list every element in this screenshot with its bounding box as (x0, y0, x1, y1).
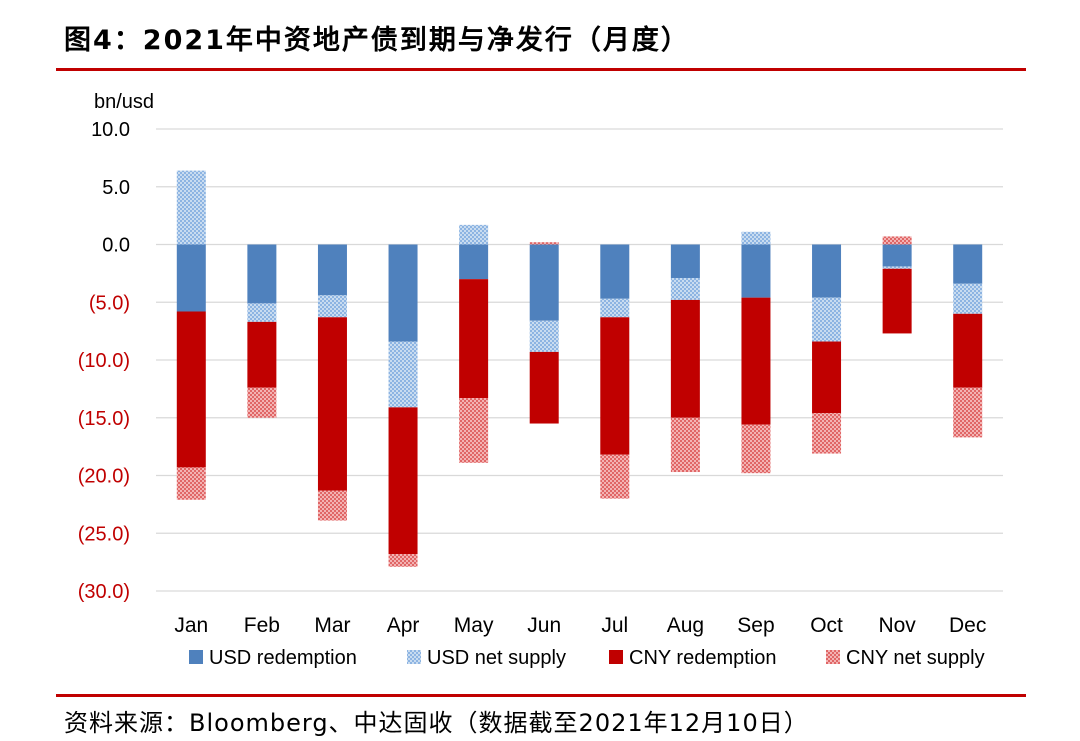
y-tick-label: (5.0) (89, 292, 130, 314)
bar-segment-usd-redemption (882, 244, 912, 267)
gridlines (156, 128, 1003, 592)
bar-segment-cny-net-supply (600, 454, 630, 499)
legend-item: USD net supply (407, 647, 566, 669)
bar-segment-cny-net-supply (812, 413, 842, 454)
legend-label: USD net supply (427, 647, 566, 669)
bar-segment-usd-net-supply (600, 298, 630, 318)
x-tick-label: Dec (949, 614, 986, 637)
x-tick-label: Sep (737, 614, 774, 637)
bar-segment-usd-redemption (388, 244, 418, 342)
legend: USD redemption USD net supply CNY redempti… (189, 647, 985, 669)
stacked-bar-chart: bn/usd 10.0 5.0 0.0 (5.0) (10.0) (15.0) (20.0)… (78, 91, 1003, 669)
bar-segment-cny-net-supply (459, 398, 489, 463)
bar-segment-cny-redemption (459, 279, 489, 399)
bar-segment-cny-redemption (176, 311, 206, 468)
y-tick-label: 0.0 (102, 235, 130, 257)
x-tick-label: Aug (667, 614, 704, 637)
bar-segment-cny-net-supply (247, 387, 277, 418)
bar-segment-usd-redemption (176, 244, 206, 312)
legend-swatch (826, 650, 840, 664)
legend-swatch (189, 650, 203, 664)
bar-segment-usd-redemption (459, 244, 489, 280)
bar-segment-usd-redemption (247, 244, 277, 304)
chart-title: 图4：2021年中资地产债到期与净发行（月度） (64, 25, 690, 56)
x-tick-label: May (454, 614, 494, 637)
bar-segment-cny-redemption (812, 341, 842, 414)
bars (176, 170, 983, 567)
legend-label: USD redemption (209, 647, 357, 669)
legend-item: CNY redemption (609, 647, 776, 669)
bar-segment-usd-net-supply (388, 341, 418, 408)
legend-label: CNY redemption (629, 647, 776, 669)
y-tick-label: (15.0) (78, 408, 130, 430)
x-tick-label: Jul (601, 614, 628, 637)
bar-segment-cny-redemption (247, 321, 277, 388)
bar-segment-usd-redemption (529, 244, 559, 321)
bar-segment-cny-net-supply (176, 467, 206, 500)
legend-swatch (609, 650, 623, 664)
bar-segment-usd-net-supply (670, 277, 700, 300)
bar-segment-cny-redemption (670, 299, 700, 418)
bar-segment-usd-net-supply (741, 231, 771, 245)
x-tick-label: Nov (878, 614, 916, 637)
x-tick-label: Jun (527, 614, 561, 637)
x-tick-label: Apr (387, 614, 420, 637)
bar-segment-usd-net-supply (459, 224, 489, 245)
bar-segment-usd-redemption (670, 244, 700, 278)
y-tick-label: (30.0) (78, 581, 130, 603)
bar-segment-usd-net-supply (882, 266, 912, 269)
x-tick-label: Mar (314, 614, 350, 637)
x-tick-label: Feb (244, 614, 280, 637)
x-tick-label: Jan (174, 614, 208, 637)
x-axis-tick-labels: Jan Feb Mar Apr May Jun Jul Aug Sep Oct Nov Dec (174, 614, 986, 637)
bar-segment-cny-net-supply (741, 424, 771, 474)
y-tick-label: (10.0) (78, 350, 130, 372)
y-tick-label: (25.0) (78, 523, 130, 545)
title-divider (56, 68, 1026, 71)
bar-segment-usd-net-supply (247, 303, 277, 322)
legend-swatch (407, 650, 421, 664)
bar-segment-usd-redemption (741, 244, 771, 298)
legend-item: USD redemption (189, 647, 357, 669)
bar-segment-cny-net-supply (670, 417, 700, 473)
bar-segment-cny-net-supply (529, 242, 559, 245)
bar-segment-usd-net-supply (812, 297, 842, 342)
bar-segment-usd-net-supply (176, 170, 206, 245)
footer-divider (56, 694, 1026, 697)
y-axis-unit-label: bn/usd (94, 91, 154, 113)
bar-segment-usd-net-supply (317, 295, 347, 318)
x-tick-label: Oct (810, 614, 843, 637)
bar-segment-cny-redemption (953, 313, 983, 388)
y-tick-label: 5.0 (102, 177, 130, 199)
bar-segment-cny-redemption (529, 351, 559, 424)
bar-segment-cny-net-supply (388, 554, 418, 567)
bar-segment-usd-redemption (600, 244, 630, 299)
y-tick-label: (20.0) (78, 466, 130, 488)
bar-segment-cny-redemption (388, 407, 418, 555)
bar-segment-usd-redemption (812, 244, 842, 298)
bar-segment-cny-redemption (882, 268, 912, 334)
source-note: 资料来源：Bloomberg、中达固收（数据截至2021年12月10日） (64, 709, 809, 737)
bar-segment-usd-net-supply (953, 283, 983, 314)
bar-segment-usd-redemption (953, 244, 983, 284)
bar-segment-usd-redemption (317, 244, 347, 296)
y-axis-tick-labels: 10.0 5.0 0.0 (5.0) (10.0) (15.0) (20.0) (25.0) (… (78, 119, 130, 603)
bar-segment-cny-net-supply (953, 387, 983, 438)
y-tick-label: 10.0 (91, 119, 130, 141)
bar-segment-cny-redemption (600, 317, 630, 455)
bar-segment-cny-redemption (741, 297, 771, 425)
bar-segment-cny-redemption (317, 317, 347, 491)
bar-segment-cny-net-supply (317, 490, 347, 521)
bar-segment-cny-net-supply (882, 236, 912, 245)
legend-label: CNY net supply (846, 647, 985, 669)
bar-segment-usd-net-supply (529, 320, 559, 352)
legend-item: CNY net supply (826, 647, 985, 669)
